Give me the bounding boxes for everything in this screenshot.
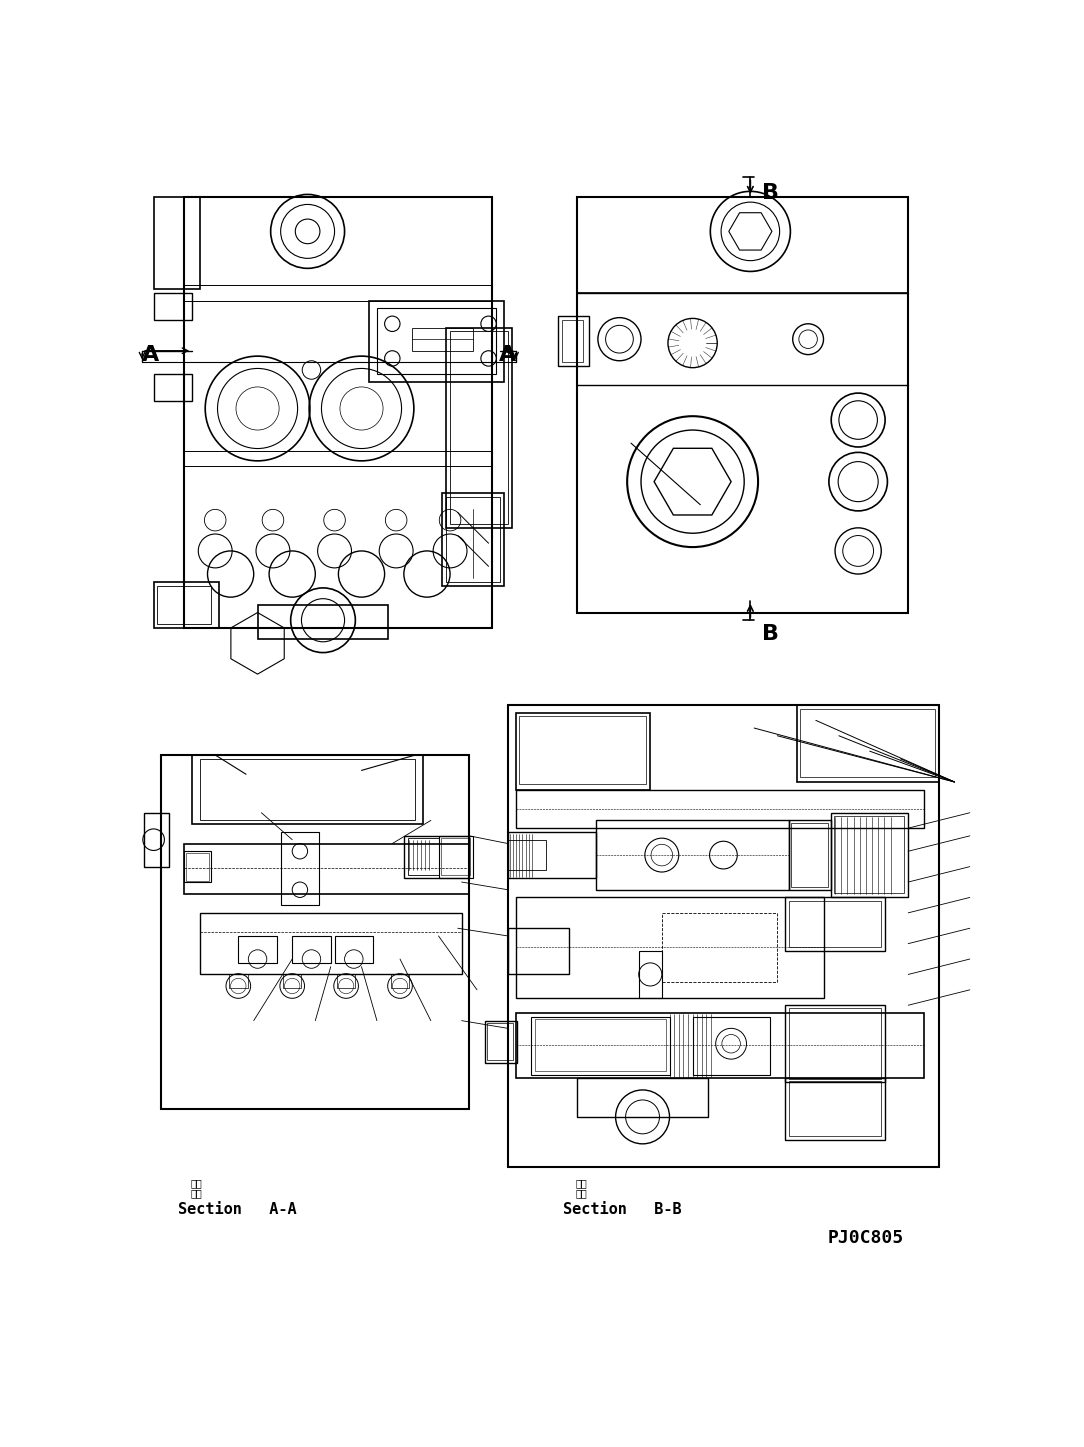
Bar — [450, 331, 507, 524]
Bar — [789, 820, 831, 890]
Bar — [439, 836, 473, 878]
Bar — [693, 1017, 770, 1075]
Text: A: A — [142, 346, 159, 365]
Bar — [154, 292, 192, 320]
Bar — [184, 844, 469, 894]
Bar — [562, 320, 583, 362]
Bar — [577, 1078, 708, 1117]
Bar — [404, 836, 469, 878]
Text: B: B — [762, 624, 779, 644]
Bar — [662, 913, 777, 983]
Bar — [507, 928, 569, 974]
Bar — [507, 832, 596, 878]
Bar — [229, 974, 247, 988]
Bar — [516, 897, 824, 997]
Bar — [789, 1081, 881, 1136]
Bar — [192, 755, 423, 825]
Bar — [534, 1019, 666, 1071]
Bar — [162, 755, 469, 1110]
Text: A: A — [499, 346, 516, 365]
Bar — [831, 813, 908, 897]
Bar — [186, 852, 209, 881]
Bar — [281, 832, 319, 906]
Text: B: B — [762, 182, 779, 203]
Bar — [258, 605, 388, 640]
Bar — [791, 823, 828, 887]
Bar — [516, 712, 650, 790]
Text: 方向: 方向 — [191, 1188, 203, 1198]
Text: 断面: 断面 — [576, 1178, 588, 1188]
Bar — [800, 709, 935, 777]
Bar — [789, 1009, 881, 1079]
Bar — [184, 851, 211, 883]
Bar — [785, 1078, 886, 1140]
Bar — [487, 1023, 513, 1059]
Bar — [238, 936, 276, 962]
Bar — [283, 974, 301, 988]
Bar — [785, 897, 886, 951]
Text: 方向: 方向 — [576, 1188, 588, 1198]
Bar — [516, 1013, 924, 1078]
Bar — [485, 1020, 517, 1064]
Bar — [390, 974, 410, 988]
Bar — [199, 913, 462, 974]
Bar — [447, 327, 512, 528]
Bar — [412, 327, 473, 350]
Bar — [442, 493, 504, 586]
Bar — [519, 716, 646, 784]
Bar — [596, 820, 789, 890]
Bar — [577, 197, 908, 292]
Bar — [154, 197, 199, 289]
Bar — [184, 197, 492, 628]
Bar — [199, 758, 415, 820]
Bar — [441, 838, 470, 875]
Bar — [154, 582, 219, 628]
Bar — [447, 496, 500, 582]
Bar — [370, 301, 504, 382]
Text: PJ0C805: PJ0C805 — [827, 1229, 903, 1246]
Bar — [335, 936, 373, 962]
Bar — [797, 705, 939, 781]
Text: Section   A-A: Section A-A — [178, 1201, 297, 1217]
Bar — [293, 936, 331, 962]
Bar — [377, 308, 496, 373]
Bar — [144, 813, 169, 867]
Bar — [531, 1017, 670, 1075]
Bar — [577, 197, 908, 612]
Bar — [516, 790, 924, 828]
Bar — [638, 951, 662, 997]
Bar — [835, 816, 904, 893]
Bar — [154, 373, 192, 401]
Bar — [558, 315, 589, 366]
Bar — [157, 586, 211, 624]
Bar — [337, 974, 356, 988]
Bar — [789, 900, 881, 946]
Bar — [408, 838, 439, 875]
Bar — [507, 839, 546, 871]
Text: 断面: 断面 — [191, 1178, 203, 1188]
Bar — [507, 705, 939, 1166]
Bar — [785, 1006, 886, 1082]
Text: Section   B-B: Section B-B — [564, 1201, 682, 1217]
